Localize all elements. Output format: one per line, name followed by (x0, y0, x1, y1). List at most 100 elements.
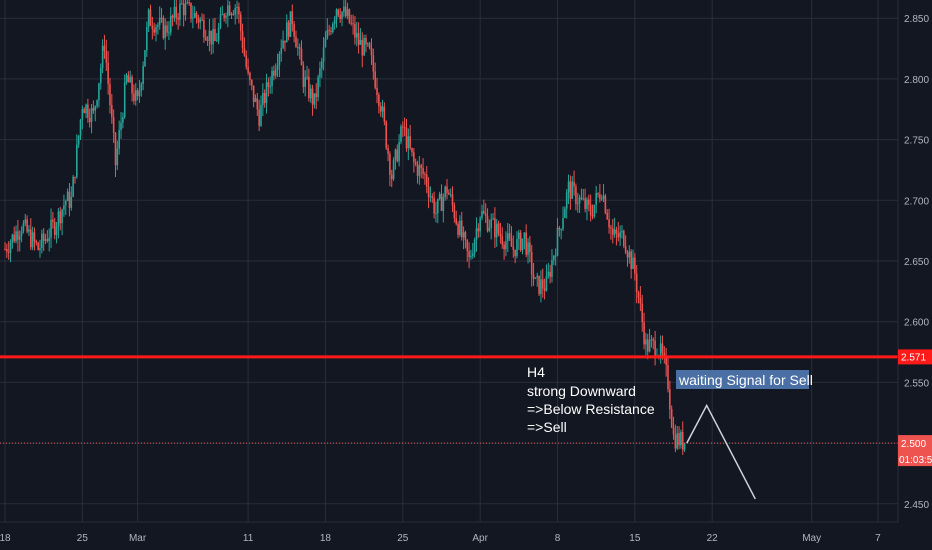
x-tick-label: 8 (555, 533, 561, 544)
candle-body (217, 27, 220, 41)
candle-body (628, 251, 631, 258)
candle-body (676, 433, 679, 449)
x-tick-label: 7 (875, 533, 881, 544)
candle-body (378, 95, 380, 106)
candle-body (540, 279, 542, 294)
candle-body (239, 14, 242, 32)
candle-body (455, 218, 458, 224)
candle-body (61, 209, 63, 224)
candle-body (553, 255, 555, 260)
candle-body (560, 229, 562, 231)
candle-body (486, 215, 489, 231)
candle-body (599, 194, 601, 200)
candle-body (309, 88, 312, 99)
time-axis[interactable]: 18 25 Mar 11 18 25 Apr 8 15 22 May 7 (0, 521, 898, 544)
x-tick-label: 25 (77, 533, 89, 544)
candle-body (308, 76, 310, 99)
candle-body (425, 174, 428, 187)
annotation-text: H4 strong Downward =>Below Resistance =>… (527, 364, 655, 435)
candle-body (120, 122, 122, 131)
candle-body (477, 228, 480, 232)
candle-body (250, 79, 253, 86)
price-axis[interactable]: 2.850 2.800 2.750 2.700 2.650 2.600 2.550 2.500… (897, 0, 929, 522)
candle-body (88, 117, 91, 123)
candle-body (144, 50, 146, 67)
candle-body (64, 200, 67, 206)
candle-body (122, 117, 124, 123)
candle-body (414, 162, 417, 165)
candle-body (562, 218, 564, 230)
y-tick-label: 2.450 (904, 500, 929, 511)
candle-body (370, 48, 373, 56)
candle-body (138, 90, 141, 96)
candle-body (90, 108, 93, 123)
candle-body (134, 90, 137, 101)
candle-body (79, 119, 82, 136)
candle-body (376, 87, 378, 96)
candle-body (413, 152, 415, 163)
candle-body (317, 77, 319, 98)
candle-body (473, 239, 476, 254)
candle-body (645, 339, 647, 345)
candle-body (654, 340, 656, 357)
candle-body (547, 271, 550, 277)
candle-body (44, 239, 47, 241)
candle-body (460, 220, 463, 238)
candle-body (127, 75, 130, 83)
candle-body (107, 62, 109, 84)
candle-body (449, 194, 452, 196)
candle-body (223, 14, 225, 18)
candle-body (295, 36, 297, 48)
candle-body (103, 45, 106, 51)
candle-body (230, 13, 233, 16)
candle-body (588, 199, 590, 205)
candle-body (632, 257, 634, 270)
candle-body (624, 245, 627, 253)
candle-body (355, 32, 358, 38)
candle-body (72, 176, 74, 197)
candle-body (300, 48, 303, 66)
candle-body (606, 212, 609, 220)
projected-path-line[interactable] (686, 403, 756, 500)
waiting-signal-badge: waiting Signal for Sell (676, 370, 813, 389)
candle-body (182, 3, 185, 16)
candle-body (348, 9, 351, 23)
candle-body (518, 232, 520, 239)
candle-body (359, 40, 362, 45)
candle-body (4, 248, 6, 250)
candle-body (683, 443, 686, 450)
candle-body (304, 77, 306, 87)
candle-body (623, 230, 625, 246)
candle-body (630, 251, 632, 270)
candle-body (274, 69, 277, 76)
candle-body (140, 83, 143, 91)
candlestick-series[interactable] (4, 0, 686, 455)
candle-body (173, 6, 176, 18)
candle-body (22, 223, 25, 232)
candle-body (387, 147, 389, 154)
candle-body (621, 230, 623, 233)
candle-body (462, 232, 465, 238)
candle-body (641, 303, 644, 323)
candle-body (556, 227, 559, 256)
candle-body (169, 15, 172, 33)
candle-body (42, 233, 45, 241)
candle-body (219, 14, 222, 28)
candle-body (17, 231, 19, 240)
candle-body (337, 9, 340, 16)
candle-body (471, 253, 474, 257)
candle-body (228, 5, 231, 16)
candle-body (475, 228, 478, 240)
candle-body (123, 82, 126, 118)
annotation-line-1: H4 (527, 364, 545, 380)
candle-body (214, 28, 216, 41)
candle-body (55, 226, 58, 235)
candle-body (241, 31, 244, 48)
candle-body (398, 141, 400, 162)
candle-body (85, 104, 87, 114)
candle-body (343, 6, 345, 12)
candle-body (532, 274, 535, 279)
candle-body (297, 47, 299, 49)
